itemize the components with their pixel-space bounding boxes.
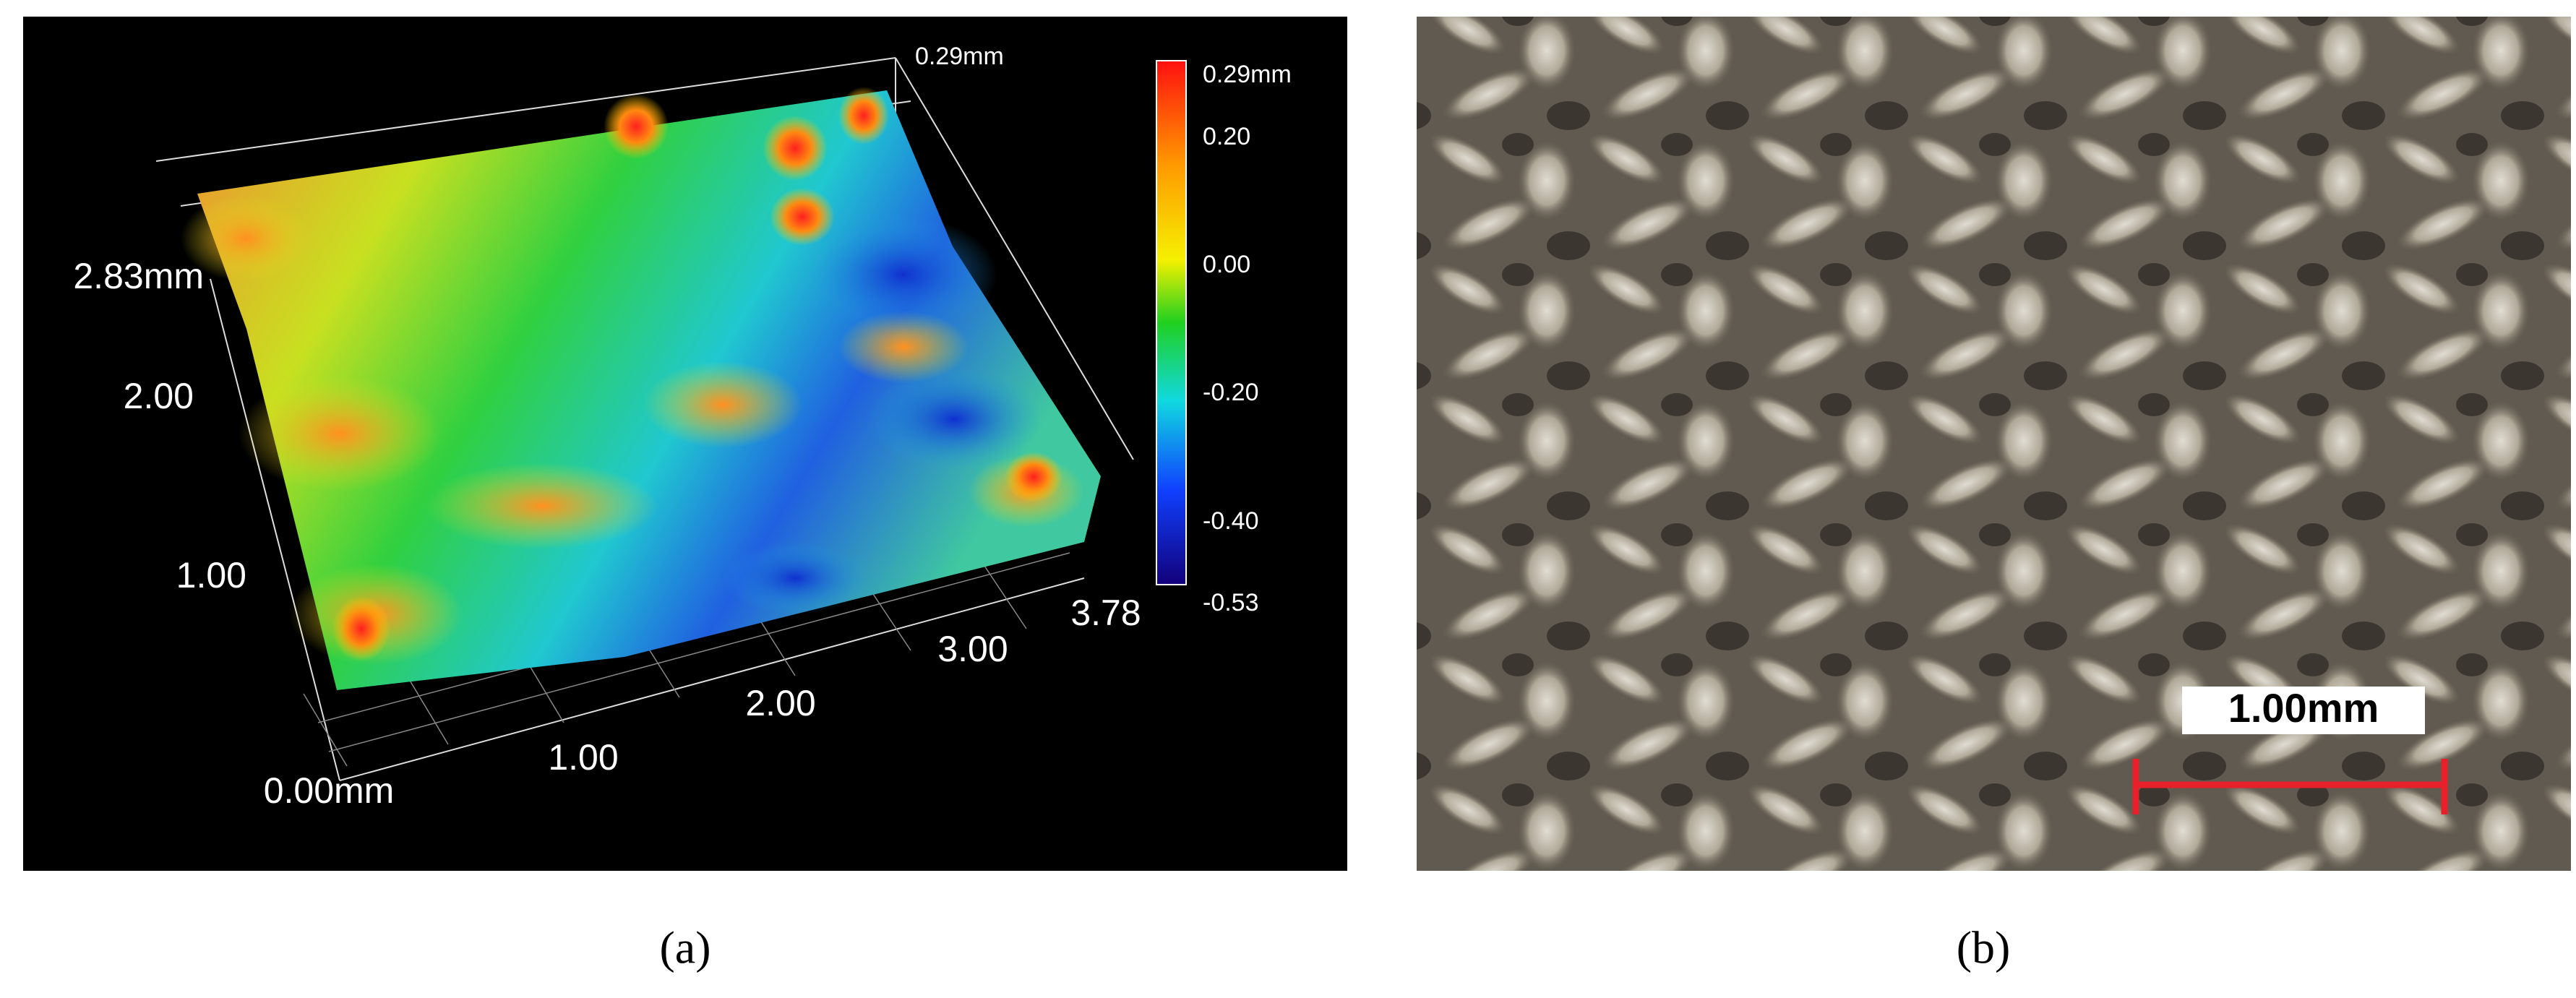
colorbar — [1156, 60, 1187, 585]
y-axis-label: 2.83mm — [73, 256, 204, 296]
x-axis-label: 0.00mm — [264, 770, 395, 811]
caption: (a) — [659, 922, 710, 973]
scale-bar-label-box — [2182, 687, 2425, 734]
caption: (b) — [1957, 922, 2011, 973]
x-axis-label: 3.78 — [1070, 593, 1141, 633]
colorbar-label: -0.53 — [1203, 589, 1259, 616]
top-label: 0.29mm — [915, 43, 1004, 70]
colorbar-label: -0.40 — [1203, 507, 1259, 535]
colorbar-label: 0.20 — [1203, 123, 1250, 150]
y-axis-label: 2.00 — [124, 376, 194, 416]
scale-bar-label: 1.00mm — [2228, 685, 2379, 731]
x-axis-label: 1.00 — [548, 737, 618, 778]
micrograph-tint — [1417, 17, 2571, 871]
x-axis-label: 2.00 — [745, 683, 815, 723]
y-axis-label: 1.00 — [176, 555, 246, 595]
surface — [181, 87, 1101, 690]
scale-bar — [2132, 759, 2448, 814]
colorbar-label: -0.20 — [1203, 379, 1259, 406]
colorbar-label: 0.29mm — [1203, 61, 1292, 88]
colorbar-label: 0.00 — [1203, 251, 1250, 278]
x-axis-label: 3.00 — [937, 629, 1008, 669]
